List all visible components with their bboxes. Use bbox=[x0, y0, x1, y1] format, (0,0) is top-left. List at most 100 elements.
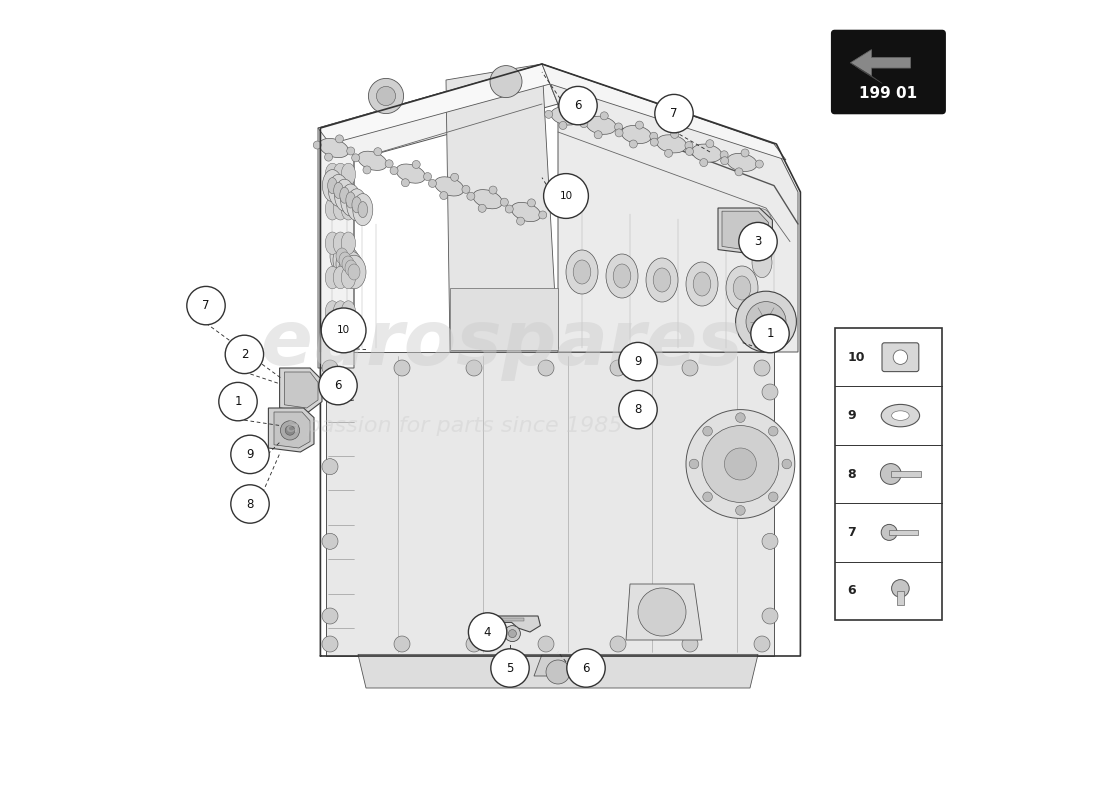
Circle shape bbox=[629, 140, 637, 148]
Circle shape bbox=[736, 413, 745, 422]
Ellipse shape bbox=[326, 198, 340, 220]
Ellipse shape bbox=[333, 266, 348, 289]
Circle shape bbox=[610, 360, 626, 376]
Text: 1: 1 bbox=[767, 327, 773, 340]
Ellipse shape bbox=[341, 232, 355, 254]
Circle shape bbox=[376, 86, 396, 106]
Circle shape bbox=[440, 191, 448, 199]
Polygon shape bbox=[318, 64, 550, 144]
Ellipse shape bbox=[726, 266, 758, 310]
Polygon shape bbox=[274, 412, 310, 448]
Circle shape bbox=[466, 636, 482, 652]
Ellipse shape bbox=[551, 107, 581, 125]
Circle shape bbox=[429, 179, 437, 187]
Ellipse shape bbox=[340, 187, 350, 203]
Circle shape bbox=[226, 335, 264, 374]
Ellipse shape bbox=[727, 154, 757, 171]
Circle shape bbox=[746, 302, 786, 342]
Ellipse shape bbox=[473, 190, 503, 209]
Circle shape bbox=[285, 426, 295, 435]
Circle shape bbox=[543, 174, 588, 218]
Circle shape bbox=[466, 192, 475, 200]
Ellipse shape bbox=[333, 243, 358, 277]
Ellipse shape bbox=[752, 247, 772, 278]
Circle shape bbox=[736, 506, 745, 515]
Circle shape bbox=[636, 121, 644, 129]
Text: 1: 1 bbox=[234, 395, 242, 408]
Circle shape bbox=[566, 649, 605, 687]
Circle shape bbox=[762, 458, 778, 474]
Polygon shape bbox=[318, 64, 558, 368]
Circle shape bbox=[336, 135, 343, 143]
Ellipse shape bbox=[348, 264, 360, 280]
Circle shape bbox=[615, 129, 623, 137]
Circle shape bbox=[720, 157, 728, 165]
Circle shape bbox=[466, 360, 482, 376]
Ellipse shape bbox=[326, 301, 340, 323]
Circle shape bbox=[893, 350, 907, 364]
Circle shape bbox=[782, 459, 792, 469]
Circle shape bbox=[324, 153, 332, 161]
Ellipse shape bbox=[345, 192, 355, 208]
Circle shape bbox=[881, 525, 898, 541]
Circle shape bbox=[671, 130, 679, 138]
Ellipse shape bbox=[339, 252, 351, 268]
Text: 7: 7 bbox=[670, 107, 678, 120]
Ellipse shape bbox=[341, 163, 355, 186]
Ellipse shape bbox=[752, 232, 772, 262]
Text: 6: 6 bbox=[574, 99, 582, 112]
Circle shape bbox=[654, 94, 693, 133]
Ellipse shape bbox=[606, 254, 638, 298]
Polygon shape bbox=[268, 408, 313, 452]
Polygon shape bbox=[722, 211, 769, 251]
Circle shape bbox=[280, 421, 299, 440]
Circle shape bbox=[231, 485, 270, 523]
Polygon shape bbox=[850, 62, 882, 83]
Circle shape bbox=[762, 384, 778, 400]
Ellipse shape bbox=[586, 116, 616, 134]
Polygon shape bbox=[446, 64, 558, 352]
Ellipse shape bbox=[653, 268, 671, 292]
Circle shape bbox=[469, 613, 507, 651]
Circle shape bbox=[739, 222, 778, 261]
Circle shape bbox=[601, 112, 608, 120]
Circle shape bbox=[538, 636, 554, 652]
Ellipse shape bbox=[358, 202, 367, 218]
Circle shape bbox=[322, 636, 338, 652]
Circle shape bbox=[478, 204, 486, 212]
Text: 7: 7 bbox=[202, 299, 210, 312]
Text: 10: 10 bbox=[337, 326, 350, 335]
Circle shape bbox=[346, 147, 354, 155]
Ellipse shape bbox=[358, 151, 387, 170]
Ellipse shape bbox=[752, 224, 772, 254]
Polygon shape bbox=[450, 288, 558, 350]
Circle shape bbox=[412, 161, 420, 169]
Circle shape bbox=[322, 608, 338, 624]
Polygon shape bbox=[626, 584, 702, 640]
FancyBboxPatch shape bbox=[898, 590, 903, 605]
Circle shape bbox=[751, 314, 789, 353]
Ellipse shape bbox=[693, 272, 711, 296]
Text: 6: 6 bbox=[334, 379, 342, 392]
Polygon shape bbox=[279, 368, 322, 412]
Circle shape bbox=[352, 154, 360, 162]
Ellipse shape bbox=[326, 163, 340, 186]
FancyBboxPatch shape bbox=[832, 30, 945, 114]
Ellipse shape bbox=[336, 247, 360, 281]
Circle shape bbox=[720, 150, 728, 158]
Circle shape bbox=[762, 534, 778, 550]
Circle shape bbox=[322, 384, 338, 400]
Ellipse shape bbox=[352, 197, 362, 213]
Circle shape bbox=[527, 199, 536, 207]
Ellipse shape bbox=[319, 138, 349, 158]
Text: 7: 7 bbox=[848, 526, 856, 539]
Text: 4: 4 bbox=[484, 626, 492, 638]
Ellipse shape bbox=[734, 276, 751, 300]
Ellipse shape bbox=[346, 189, 366, 221]
Circle shape bbox=[706, 140, 714, 148]
Circle shape bbox=[374, 148, 382, 156]
Circle shape bbox=[756, 160, 763, 168]
Circle shape bbox=[610, 636, 626, 652]
Circle shape bbox=[754, 360, 770, 376]
Ellipse shape bbox=[342, 256, 354, 272]
